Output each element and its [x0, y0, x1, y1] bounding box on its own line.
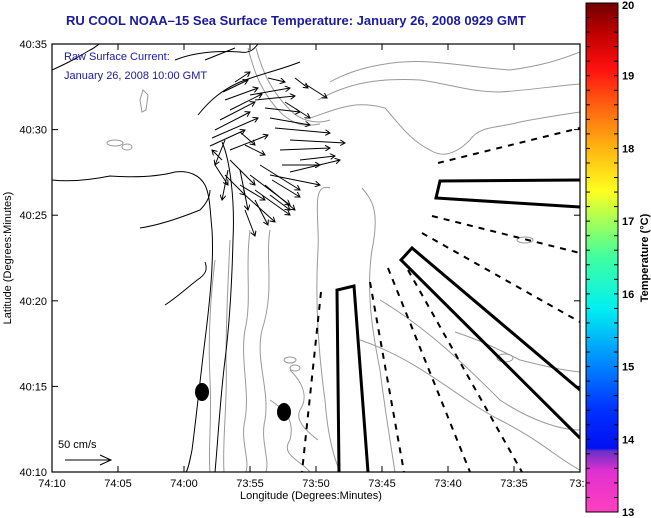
y-tick-label: 40:30: [19, 125, 47, 137]
x-tick-label: 73:55: [236, 478, 264, 490]
surface-current-arrows: [209, 72, 345, 236]
station-marker: [277, 403, 291, 421]
x-tick-label: 73:45: [368, 478, 396, 490]
x-tick-label: 73:3: [569, 478, 590, 490]
x-tick-label: 74:05: [104, 478, 132, 490]
colorbar-tick-label: 17: [622, 216, 634, 228]
y-tick-label: 40:15: [19, 381, 47, 393]
map-layer: [52, 44, 580, 472]
station-marker: [195, 383, 209, 401]
radar-dashed-lines: [301, 127, 580, 472]
colorbar-label: Temperature (°C): [639, 213, 651, 302]
scale-arrow-label: 50 cm/s: [58, 439, 97, 451]
x-tick-label: 73:40: [434, 478, 462, 490]
plot-area: [52, 44, 580, 472]
scale-arrowhead-icon: [99, 454, 113, 466]
radar-wedges: [335, 178, 580, 472]
x-axis-label: Longitude (Degrees:Minutes): [240, 490, 382, 502]
chart-title: RU COOL NOAA–15 Sea Surface Temperature:…: [66, 13, 526, 28]
x-axis-ticks: 74:10 74:05 74:00 73:55 73:50 73:45 73:40 73:35…: [38, 44, 591, 490]
coastline: [52, 44, 301, 472]
x-tick-label: 74:00: [170, 478, 198, 490]
y-axis-ticks: 40:10 40:15 40:20 40:25 40:30 40:35: [19, 39, 580, 479]
colorbar-ticks: 13 14 15 16 17 18 19 20: [586, 0, 635, 518]
colorbar-tick-label: 18: [622, 143, 634, 155]
colorbar-tick-label: 16: [622, 289, 634, 301]
x-tick-label: 74:10: [38, 478, 66, 490]
y-tick-label: 40:10: [19, 467, 47, 479]
annotation-line-2: January 26, 2008 10:00 GMT: [64, 70, 207, 82]
x-tick-label: 73:35: [500, 478, 528, 490]
y-tick-label: 40:35: [19, 39, 47, 51]
colorbar-tick-label: 14: [622, 434, 635, 446]
colorbar-tick-label: 20: [622, 0, 634, 12]
y-axis-label: Latitude (Degrees:Minutes): [2, 192, 14, 325]
station-markers: [195, 383, 291, 421]
annotation-line-1: Raw Surface Current:: [64, 51, 170, 63]
colorbar-tick-label: 15: [622, 362, 634, 374]
x-tick-label: 73:50: [302, 478, 330, 490]
colorbar: [585, 2, 619, 513]
y-tick-label: 40:25: [19, 210, 47, 222]
colorbar-tick-label: 19: [622, 71, 634, 83]
y-tick-label: 40:20: [19, 296, 47, 308]
colorbar-tick-label: 13: [622, 507, 634, 518]
